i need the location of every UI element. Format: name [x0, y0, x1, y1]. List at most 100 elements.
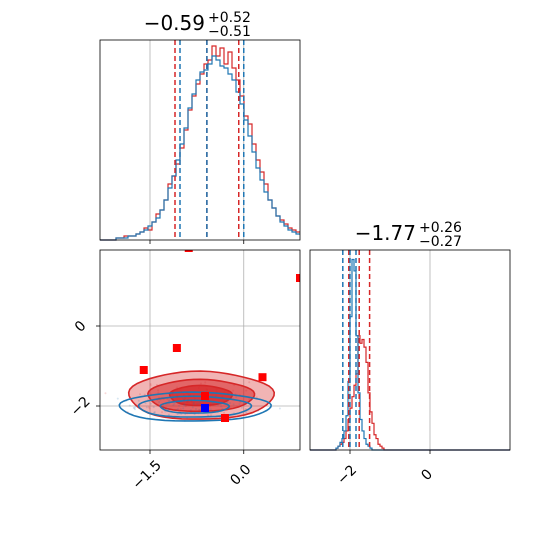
sample-point: [223, 391, 226, 394]
sample-point: [221, 407, 224, 410]
sample-point: [184, 411, 187, 414]
sample-point: [143, 393, 146, 396]
sample-point: [139, 393, 142, 396]
marker-square-red: [221, 414, 229, 422]
sample-point: [192, 403, 195, 406]
sample-point: [198, 408, 201, 411]
sample-point: [153, 411, 156, 414]
sample-point: [198, 401, 201, 404]
sample-point: [185, 400, 188, 403]
sample-point: [172, 391, 175, 394]
sample-point: [193, 397, 196, 400]
sample-point: [229, 402, 232, 405]
sample-point: [193, 413, 196, 416]
sample-point: [206, 389, 209, 392]
sample-point: [229, 406, 232, 409]
sample-point: [238, 403, 241, 406]
sample-point: [255, 396, 258, 399]
sample-point: [227, 392, 230, 395]
sample-point: [180, 412, 183, 415]
sample-point: [185, 391, 188, 394]
sample-point: [215, 394, 218, 397]
sample-point: [178, 404, 181, 407]
sample-point: [146, 398, 149, 401]
sample-point: [192, 401, 195, 404]
sample-point: [133, 408, 136, 411]
sample-point: [149, 402, 152, 405]
sample-point: [158, 400, 161, 403]
sample-point: [226, 400, 229, 403]
sample-point: [178, 412, 181, 415]
sample-point: [167, 413, 170, 416]
sample-point: [171, 400, 174, 403]
panel-frame: [309, 249, 511, 451]
sample-point: [187, 392, 190, 395]
sample-point: [116, 397, 119, 400]
title-lower-error: −0.51: [208, 24, 251, 40]
sample-point: [233, 384, 236, 387]
sample-point: [232, 412, 235, 415]
marker-square-red: [139, 366, 148, 374]
histogram-step: [100, 55, 300, 241]
sample-point: [166, 403, 169, 406]
sample-point: [186, 412, 189, 415]
sample-point: [164, 408, 167, 411]
title-upper-error: +0.26: [419, 220, 462, 236]
marker-square-red: [184, 250, 193, 252]
sample-point: [197, 412, 200, 415]
sample-point: [192, 395, 195, 398]
sample-point: [183, 398, 186, 401]
sample-point: [179, 408, 182, 411]
sample-point: [175, 395, 178, 398]
sample-point: [216, 409, 219, 412]
sample-point: [221, 395, 224, 398]
sample-point: [161, 411, 164, 414]
marker-square-red: [172, 344, 181, 352]
sample-point: [199, 382, 202, 385]
scatter-panel-joint: −1.5 0.00−2: [68, 249, 301, 493]
sample-point: [145, 406, 148, 409]
sample-point: [220, 405, 223, 408]
sample-point: [190, 399, 193, 402]
sample-point: [149, 383, 152, 386]
sample-point: [184, 405, 187, 408]
sample-point: [166, 398, 169, 401]
sample-point: [132, 406, 135, 409]
sample-point: [191, 406, 194, 409]
sample-point: [197, 386, 200, 389]
sample-point: [241, 395, 244, 398]
sample-point: [164, 410, 167, 413]
sample-point: [161, 397, 164, 400]
sample-point: [211, 402, 214, 405]
sample-point: [180, 390, 183, 393]
sample-point: [240, 406, 243, 409]
sample-point: [184, 412, 187, 415]
sample-point: [134, 405, 137, 408]
sample-point: [137, 399, 140, 402]
sample-point: [179, 400, 182, 403]
title-lower-error: −0.27: [419, 234, 462, 250]
sample-point: [225, 398, 228, 401]
marker-square-red: [296, 274, 300, 282]
sample-point: [235, 396, 238, 399]
sample-point: [182, 393, 185, 396]
sample-point: [171, 397, 174, 400]
sample-point: [150, 393, 153, 396]
sample-point: [181, 397, 184, 400]
sample-point: [162, 406, 165, 409]
sample-point: [209, 414, 212, 417]
sample-point: [104, 392, 107, 395]
sample-point: [176, 386, 179, 389]
marker-square-red: [258, 373, 267, 382]
sample-point: [248, 381, 251, 384]
sample-point: [176, 413, 179, 416]
sample-point: [157, 389, 160, 392]
sample-point: [232, 403, 235, 406]
sample-point: [161, 403, 164, 406]
sample-point: [187, 399, 190, 402]
sample-point: [175, 408, 178, 411]
sample-point: [176, 407, 179, 410]
sample-point: [242, 402, 245, 405]
sample-point: [216, 411, 219, 414]
